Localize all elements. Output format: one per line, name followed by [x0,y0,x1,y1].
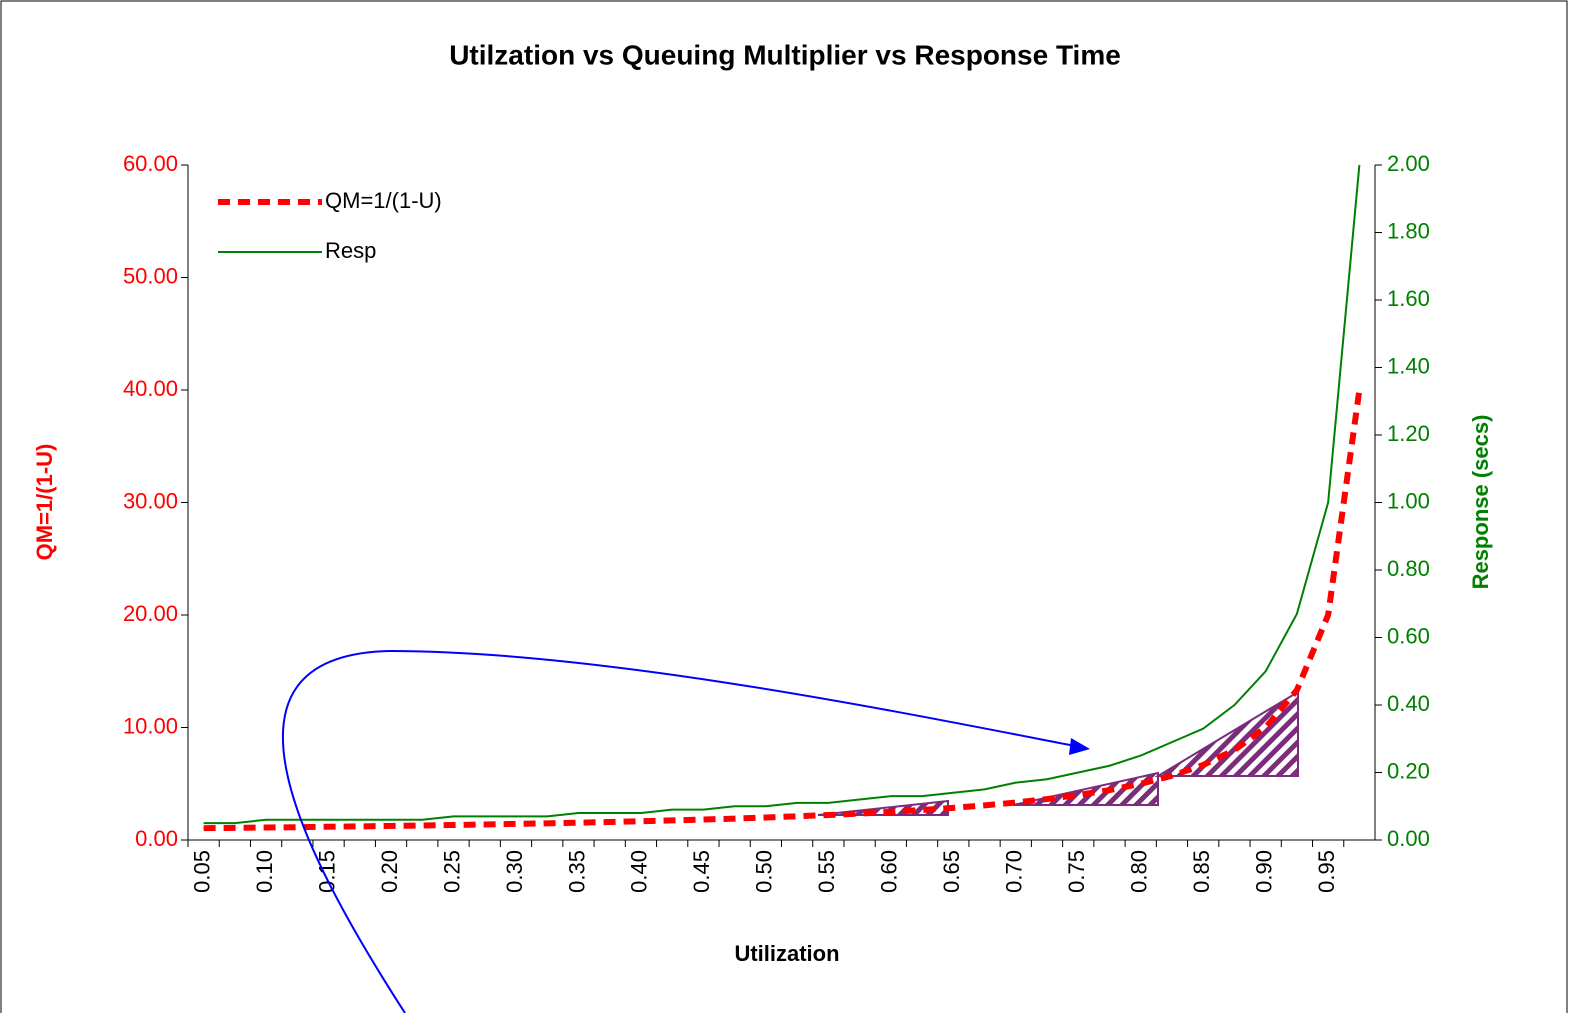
x-axis-title: Utilization [734,941,839,966]
x-tick-label: 0.45 [689,850,714,893]
x-tick-label: 0.90 [1251,850,1276,893]
x-tick-label: 0.55 [814,850,839,893]
x-tick-label: 0.70 [1002,850,1027,893]
y-axis-title: QM=1/(1-U) [32,444,57,561]
y2-tick-label: 1.40 [1387,353,1430,378]
y2-tick-label: 0.00 [1387,826,1430,851]
y-tick-label: 0.00 [135,826,178,851]
y2-tick-label: 0.60 [1387,623,1430,648]
chart-title: Utilzation vs Queuing Multiplier vs Resp… [449,39,1121,70]
y2-tick-label: 0.80 [1387,556,1430,581]
x-tick-label: 0.60 [877,850,902,893]
x-tick-label: 0.15 [314,850,339,893]
x-tick-label: 0.85 [1189,850,1214,893]
legend-label: Resp [325,238,376,263]
x-tick-label: 0.30 [502,850,527,893]
y-tick-label: 40.00 [123,376,178,401]
y2-axis-title: Response (secs) [1468,415,1493,590]
annotations [817,690,1299,816]
y2-tick-label: 0.20 [1387,758,1430,783]
y2-tick-label: 1.20 [1387,421,1430,446]
series-line [203,164,1361,825]
x-tick-label: 0.80 [1127,850,1152,893]
x-tick-label: 0.50 [752,850,777,893]
x-tick-label: 0.20 [377,850,402,893]
y-tick-label: 20.00 [123,601,178,626]
x-tick-label: 0.25 [439,850,464,893]
y-tick-label: 30.00 [123,488,178,513]
x-tick-label: 0.10 [252,850,277,893]
x-tick-label: 0.40 [627,850,652,893]
y2-tick-label: 1.80 [1387,218,1430,243]
x-tick-label: 0.65 [939,850,964,893]
x-tick-label: 0.95 [1314,850,1339,893]
y2-tick-label: 2.00 [1387,151,1430,176]
y-tick-label: 60.00 [123,151,178,176]
series-line [203,389,1363,832]
y-tick-label: 10.00 [123,713,178,738]
y2-tick-label: 1.00 [1387,488,1430,513]
y-tick-label: 50.00 [123,263,178,288]
legend-label: QM=1/(1-U) [325,188,442,213]
y2-tick-label: 1.60 [1387,286,1430,311]
y2-tick-label: 0.40 [1387,691,1430,716]
annotation-arrow [281,649,1076,1013]
x-tick-label: 0.05 [189,850,214,893]
x-tick-label: 0.75 [1064,850,1089,893]
x-tick-label: 0.35 [564,850,589,893]
hatched-triangle [1154,690,1299,777]
arrow-head [1069,738,1090,755]
